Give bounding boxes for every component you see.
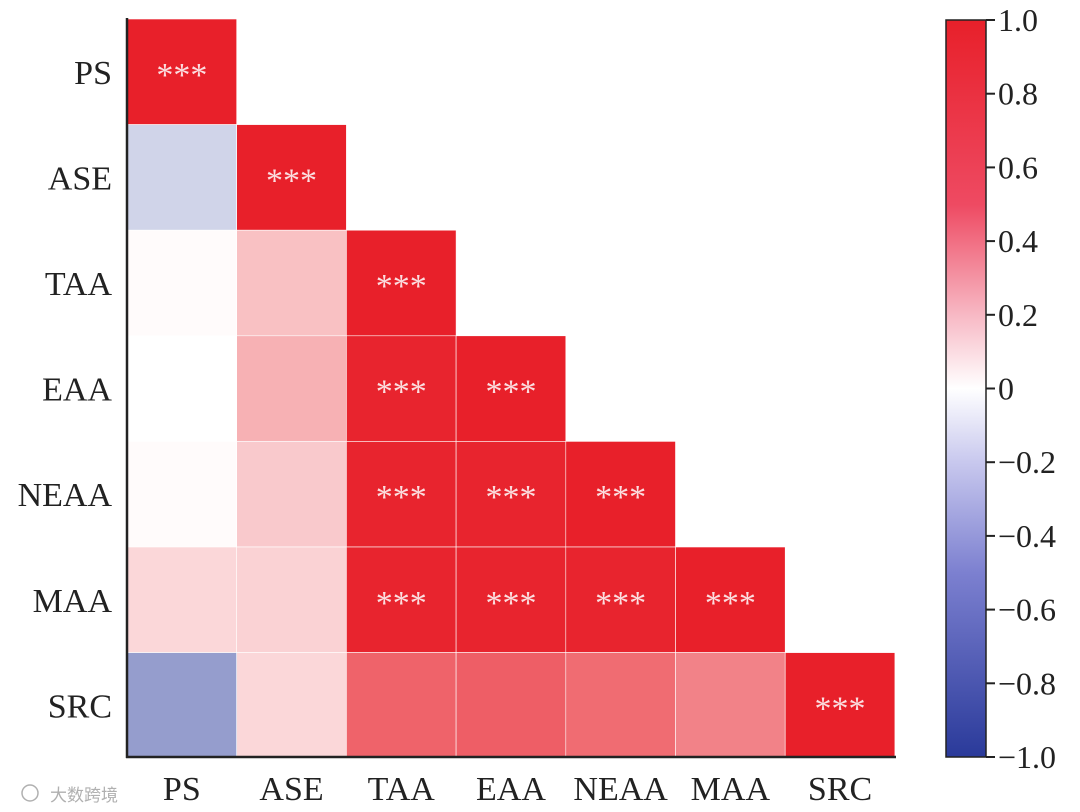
heatmap-cell-neaa-neaa [565,441,676,548]
heatmap-cell-src-ps [126,652,237,759]
watermark-text: 大数跨境 [50,786,118,806]
significance-mark-ps-ps: *** [156,57,207,94]
y-tick-labels: PS ASE TAA EAA NEAA MAA SRC [18,55,113,726]
significance-mark-neaa-eaa: *** [485,479,536,516]
significance-mark-maa-neaa: *** [595,585,646,622]
y-tick-label-maa: MAA [33,583,113,620]
heatmap-cell-ps-ps [126,18,237,125]
significance-mark-neaa-neaa: *** [595,479,646,516]
heatmap-cell-maa-maa [675,546,786,653]
heatmap-cell-ase-ps [126,124,237,231]
x-tick-label-maa: MAA [691,771,771,808]
heatmap-cell-eaa-ase [236,335,347,442]
heatmap-cell-src-taa [346,652,457,759]
colorbar-ticks: 1.0 0.8 0.6 0.4 0.2 0 −0.2 −0.4 −0.6 −0.8 −1.0 [986,2,1056,775]
heatmap-cell-src-src [784,652,896,759]
heatmap-cell-neaa-eaa [455,441,567,548]
heatmap-cell-maa-neaa [565,546,676,653]
watermark-logo-icon [21,784,39,802]
significance-marks: *** *** *** *** *** *** *** *** *** *** *** *** *** [156,57,865,728]
heatmap-cell-taa-taa [346,229,457,337]
heatmap-cell-taa-ps [126,229,237,337]
heatmap-cell-maa-eaa [455,546,567,653]
significance-mark-src-src: *** [815,690,866,727]
heatmap-axes [125,18,896,759]
colorbar-tick-label: −0.2 [998,444,1056,480]
heatmap-cells [126,18,896,759]
heatmap-cell-maa-taa [346,546,457,653]
heatmap-cell-maa-ps [126,546,237,653]
colorbar-tick-label: −0.6 [998,592,1056,628]
significance-mark-neaa-taa: *** [376,479,427,516]
significance-mark-maa-taa: *** [376,585,427,622]
colorbar-tick-label: 0.2 [998,297,1038,333]
colorbar: 1.0 0.8 0.6 0.4 0.2 0 −0.2 −0.4 −0.6 −0.8 −1.0 [945,2,1056,775]
significance-mark-ase-ase: *** [266,162,317,199]
heatmap-cell-src-neaa [565,652,676,759]
watermark: 大数跨境 [21,784,118,806]
heatmap-cell-src-eaa [455,652,567,759]
colorbar-tick-label: 0 [998,371,1014,407]
significance-mark-eaa-taa: *** [376,374,427,411]
colorbar-gradient [945,19,987,758]
heatmap-cell-eaa-eaa [455,335,567,442]
x-tick-label-eaa: EAA [476,771,546,808]
heatmap-cell-ase-ase [236,124,347,231]
colorbar-tick-label: −0.8 [998,665,1056,701]
significance-mark-maa-eaa: *** [485,585,536,622]
y-tick-label-eaa: EAA [42,372,112,409]
significance-mark-taa-taa: *** [376,268,427,305]
heatmap-cell-maa-ase [236,546,347,653]
x-tick-label-neaa: NEAA [573,771,668,808]
colorbar-tick-label: −1.0 [998,739,1056,775]
significance-mark-eaa-eaa: *** [485,374,536,411]
heatmap-cell-eaa-ps [126,335,237,442]
colorbar-tick-label: −0.4 [998,518,1056,554]
x-tick-label-src: SRC [808,771,872,808]
significance-mark-maa-maa: *** [705,585,756,622]
heatmap-cell-src-maa [675,652,786,759]
x-tick-label-ps: PS [163,771,201,808]
colorbar-tick-label: 0.6 [998,149,1038,185]
x-tick-labels: PS ASE TAA EAA NEAA MAA SRC [163,771,872,808]
heatmap-cell-src-ase [236,652,347,759]
y-tick-label-src: SRC [48,688,112,725]
y-tick-label-ps: PS [74,55,112,92]
colorbar-tick-label: 0.4 [998,223,1038,259]
heatmap-cell-neaa-ps [126,441,237,548]
x-tick-label-ase: ASE [259,771,323,808]
heatmap-cell-neaa-ase [236,441,347,548]
colorbar-tick-label: 1.0 [998,2,1038,38]
x-tick-label-taa: TAA [368,771,436,808]
y-tick-label-neaa: NEAA [18,477,113,514]
y-tick-label-taa: TAA [45,266,113,303]
y-tick-label-ase: ASE [48,160,112,197]
heatmap-cell-taa-ase [236,229,347,337]
heatmap-cell-neaa-taa [346,441,457,548]
colorbar-tick-label: 0.8 [998,76,1038,112]
